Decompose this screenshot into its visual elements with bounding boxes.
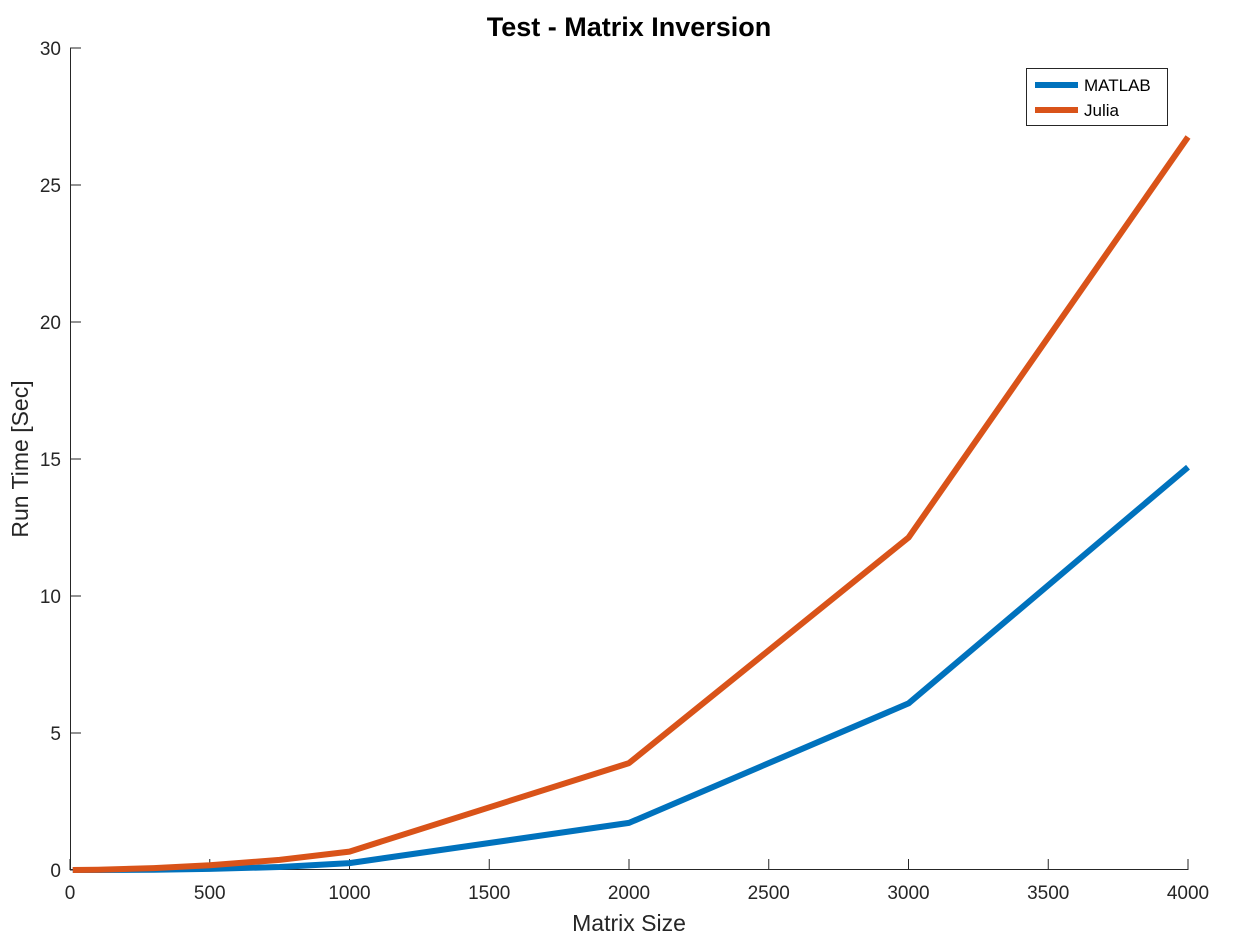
y-axis-title: Run Time [Sec] (7, 380, 33, 537)
series-line-julia (72, 135, 1191, 873)
x-tick-label: 2000 (608, 883, 650, 904)
x-tick-label: 1500 (468, 883, 510, 904)
y-tick-label: 15 (40, 450, 61, 471)
y-tick-label: 30 (40, 39, 61, 60)
legend-label-julia: Julia (1084, 101, 1120, 120)
x-tick-label: 0 (65, 883, 76, 904)
y-tick-label: 0 (50, 861, 61, 882)
plot-area (70, 48, 1188, 870)
y-tick-label: 10 (40, 587, 61, 608)
x-tick-label: 3500 (1027, 883, 1069, 904)
x-tick-label: 2500 (748, 883, 790, 904)
x-tick-label: 1000 (328, 883, 370, 904)
series-line-matlab (72, 464, 1190, 873)
y-tick-label: 5 (50, 724, 61, 745)
legend-box (1026, 68, 1168, 126)
y-tick-label: 25 (40, 176, 61, 197)
x-tick-label: 500 (194, 883, 226, 904)
legend-label-matlab: MATLAB (1084, 76, 1151, 95)
series-lines (72, 135, 1191, 873)
y-ticks: 0 5 10 15 20 25 30 (40, 39, 81, 882)
x-tick-label: 4000 (1167, 883, 1209, 904)
y-tick-label: 20 (40, 313, 61, 334)
x-axis-title: Matrix Size (572, 910, 686, 936)
x-tick-label: 3000 (887, 883, 929, 904)
x-ticks: 0 500 1000 1500 2000 2500 3000 3500 4000 (65, 859, 1209, 904)
chart-title: Test - Matrix Inversion (487, 12, 772, 42)
legend: MATLAB Julia (1026, 68, 1168, 126)
